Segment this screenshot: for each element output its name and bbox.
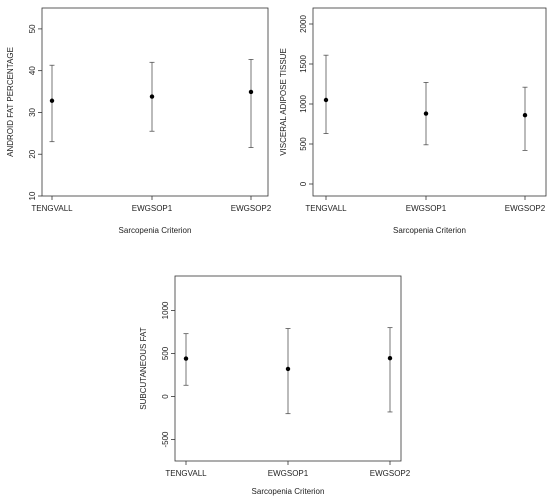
panel-2-y-tick-label-3: 1500 [299,55,308,73]
panel-3-y-tick-label-3: 1000 [161,301,170,319]
panel-1-plot-frame [41,7,269,197]
panel-2-plot-frame [312,7,547,197]
panel-2-point-2 [522,113,528,118]
panel-3-y-tick-label-0: -500 [161,431,170,448]
panel-1-x-tick-label-2: EWGSOP2 [231,204,272,213]
panel-3-x-axis-label: Sarcopenia Criterion [252,487,325,496]
panel-1-point-0 [49,98,55,103]
panel-2-y-tick-label-1: 500 [299,137,308,151]
panel-2-y-tick-label-2: 1000 [299,95,308,113]
panel-3-point-1 [285,366,291,372]
panel-2-x-axis-label: Sarcopenia Criterion [393,226,466,235]
panel-2-x-tick-label-2: EWGSOP2 [505,204,546,213]
panel-1-y-tick-label-4: 50 [28,24,37,33]
panel-2-y-tick-label-0: 0 [299,181,308,186]
panel-2-point-1 [423,111,429,116]
panel-3-y-tick-label-2: 500 [161,346,170,360]
panel-3-x-tick-label-1: EWGSOP1 [268,469,309,478]
panel-1-x-tick-label-1: EWGSOP1 [132,204,173,213]
panel-1-y-tick-label-1: 20 [28,149,37,158]
panel-3-point-0 [183,356,189,361]
panel-1-y-tick-label-3: 40 [28,66,37,75]
panel-3-y-axis-label: SUBCUTANEOUS FAT [139,327,148,409]
panel-2-y-tick-label-4: 2000 [299,15,308,33]
panel-1-point-2 [248,89,254,95]
panel-1-y-tick-label-2: 30 [28,107,37,116]
panel-1-x-axis-label: Sarcopenia Criterion [119,226,192,235]
panel-2-x-tick-label-0: TENGVALL [305,204,347,213]
panel-3-x-tick-label-2: EWGSOP2 [370,469,411,478]
panel-3-x-tick-label-0: TENGVALL [165,469,207,478]
panel-2-x-tick-label-1: EWGSOP1 [406,204,447,213]
panel-1-x-tick-label-0: TENGVALL [31,204,73,213]
panel-3-point-2 [387,355,393,361]
panel-3-y-tick-label-1: 0 [161,394,170,399]
panel-2-y-axis-label: VISCERAL ADIPOSE TISSUE [279,48,288,156]
panel-2-point-0 [323,97,329,103]
panel-1-y-axis-label: ANDROID FAT PERCENTAGE [6,47,15,157]
panel-1-point-1 [149,94,155,99]
panel-1-y-tick-label-0: 10 [28,191,37,200]
